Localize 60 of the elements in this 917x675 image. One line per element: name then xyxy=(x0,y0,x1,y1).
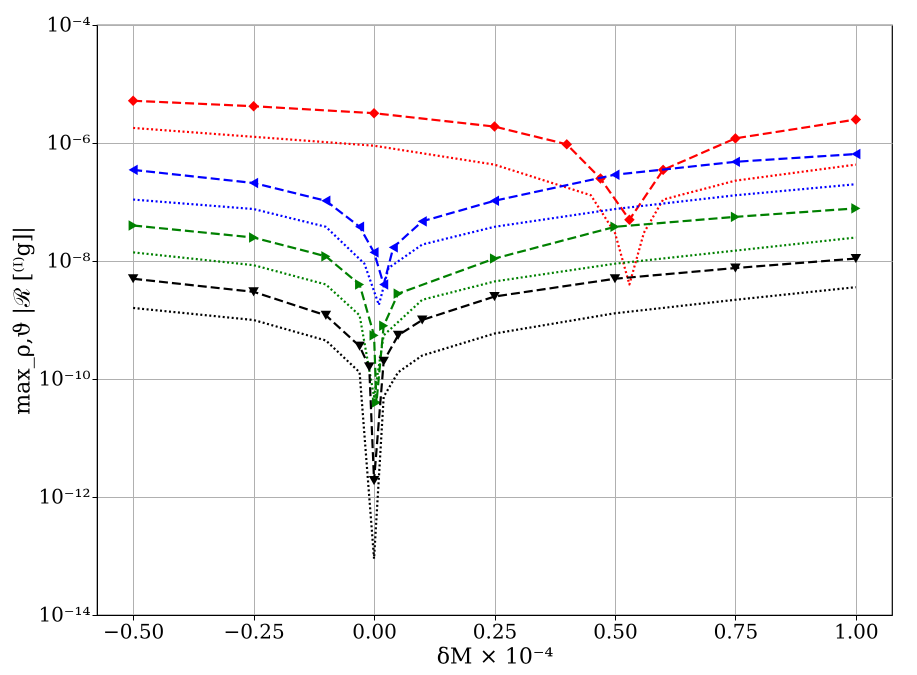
point xyxy=(394,288,403,299)
point xyxy=(249,178,258,188)
x-tick-label: −0.50 xyxy=(102,620,164,644)
point xyxy=(624,214,635,226)
point xyxy=(354,342,365,351)
point xyxy=(610,274,620,284)
y-tick-label: 10⁻⁸ xyxy=(46,248,90,272)
point xyxy=(248,100,259,112)
point xyxy=(490,253,500,264)
point xyxy=(248,287,259,296)
point xyxy=(368,476,380,486)
x-tick-label: 0.50 xyxy=(593,620,638,644)
y-tick-label: 10⁻¹² xyxy=(38,484,90,508)
point xyxy=(490,196,500,206)
point xyxy=(372,397,381,408)
point xyxy=(418,216,427,227)
x-tick-label: 0.75 xyxy=(714,620,758,644)
point xyxy=(249,232,258,243)
point xyxy=(730,156,740,168)
point xyxy=(610,169,620,180)
point xyxy=(851,148,860,160)
point xyxy=(610,222,620,232)
point xyxy=(370,330,379,341)
point xyxy=(364,362,374,372)
point xyxy=(730,212,740,222)
y-axis-title: max_ρ,ϑ |ℛ [⁽ᴵ⁾g]| xyxy=(10,226,36,415)
point xyxy=(562,139,572,150)
x-axis-title: δM × 10⁻⁴ xyxy=(436,644,554,670)
point xyxy=(730,263,741,273)
point xyxy=(321,196,330,206)
point xyxy=(321,251,330,262)
point xyxy=(489,121,500,132)
point xyxy=(355,222,364,232)
point xyxy=(320,310,332,320)
point xyxy=(128,164,138,176)
x-tick-label: 0.25 xyxy=(472,620,518,644)
point xyxy=(128,274,138,284)
point xyxy=(850,254,862,264)
x-tick-label: 1.00 xyxy=(834,620,879,644)
point xyxy=(851,203,860,214)
point xyxy=(416,315,428,325)
point xyxy=(368,108,380,118)
point xyxy=(388,242,398,253)
line-series xyxy=(132,126,857,286)
x-tick-label: −0.25 xyxy=(223,620,285,644)
y-tick-label: 10⁻¹⁰ xyxy=(38,366,90,390)
y-tick-label: 10⁻¹⁴ xyxy=(38,602,90,626)
y-tick-label: 10⁻⁴ xyxy=(46,12,90,36)
point xyxy=(128,220,138,231)
point xyxy=(128,96,138,106)
point xyxy=(379,320,388,331)
point xyxy=(730,133,741,144)
point xyxy=(489,292,500,302)
y-tick-label: 10⁻⁶ xyxy=(46,130,90,154)
point xyxy=(355,279,364,290)
point xyxy=(370,247,379,258)
point xyxy=(378,356,389,366)
point xyxy=(850,114,862,125)
x-tick-label: 0.00 xyxy=(352,620,397,644)
point xyxy=(392,330,404,340)
